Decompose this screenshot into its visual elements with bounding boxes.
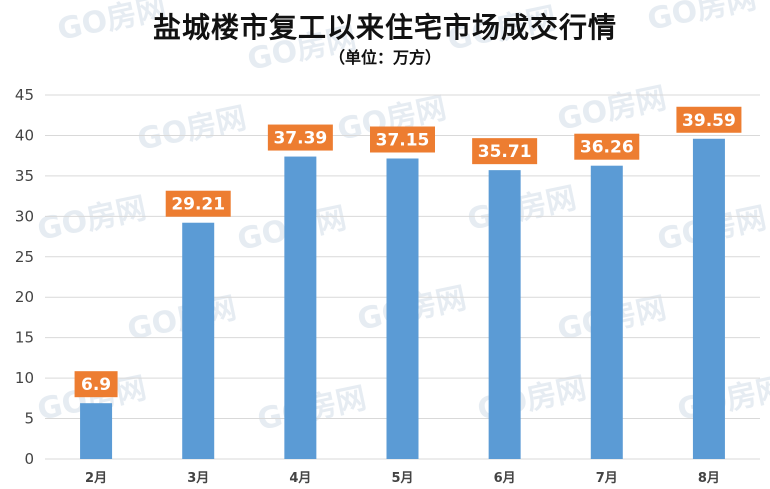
y-tick-label: 40 — [15, 126, 34, 144]
x-tick-label: 4月 — [289, 471, 311, 486]
y-tick-label: 25 — [15, 248, 34, 266]
data-label: 37.15 — [376, 130, 430, 150]
bar — [590, 165, 623, 459]
data-labels: 6.9 29.21 37.39 37.15 35.71 36.26 39.59 — [74, 106, 742, 398]
y-tick-label: 20 — [15, 288, 34, 306]
y-tick-label: 0 — [24, 450, 34, 468]
data-label-box — [74, 371, 118, 398]
x-tick-label: 3月 — [187, 471, 209, 486]
bar — [488, 170, 521, 459]
y-tick-label: 30 — [15, 207, 34, 225]
data-label-box — [267, 124, 333, 151]
watermark-text: GO房网 — [134, 101, 249, 158]
y-tick-label: 15 — [15, 329, 34, 347]
data-label: 35.71 — [478, 142, 532, 162]
y-tick-label: 45 — [15, 86, 34, 104]
chart-title: 盐城楼市复工以来住宅市场成交行情 — [0, 6, 770, 46]
x-tick-label: 8月 — [698, 471, 720, 486]
bar — [284, 156, 317, 459]
data-label-box — [676, 106, 742, 133]
bar — [182, 222, 215, 459]
data-label-box — [574, 133, 640, 160]
title-part2: 成交行情 — [501, 11, 618, 44]
data-label: 6.9 — [81, 375, 111, 395]
x-tick-label: 7月 — [596, 471, 618, 486]
data-label: 36.26 — [580, 138, 634, 158]
x-axis-categories: 2月 3月 4月 5月 6月 7月 8月 — [85, 471, 720, 486]
data-label-box — [165, 190, 231, 217]
title-highlight: 住宅市场 — [384, 11, 501, 44]
data-label-box — [472, 138, 538, 165]
data-label: 39.59 — [682, 111, 736, 131]
bar — [386, 158, 419, 459]
watermark-text: GO房网 — [554, 81, 669, 138]
watermark-text: GO房网 — [124, 291, 239, 348]
data-label: 37.39 — [273, 129, 327, 149]
chart-subtitle: （单位：万方） — [328, 48, 441, 67]
y-tick-label: 5 — [24, 410, 34, 428]
data-label: 29.21 — [171, 195, 225, 215]
x-tick-label: 5月 — [391, 471, 413, 486]
x-tick-label: 6月 — [494, 471, 516, 486]
y-tick-label: 10 — [15, 369, 34, 387]
watermark-text: GO房网 — [464, 181, 579, 238]
data-label-box — [370, 126, 435, 153]
y-tick-label: 35 — [15, 167, 34, 185]
bar-series — [80, 138, 725, 459]
bar — [692, 138, 725, 459]
x-tick-label: 2月 — [85, 471, 107, 486]
y-axis-ticks: 0 5 10 15 20 25 30 35 40 45 — [15, 86, 34, 468]
watermark-text: GO房网 — [34, 191, 149, 248]
title-part1: 盐城楼市复工以来 — [152, 11, 385, 44]
bar — [80, 403, 113, 459]
